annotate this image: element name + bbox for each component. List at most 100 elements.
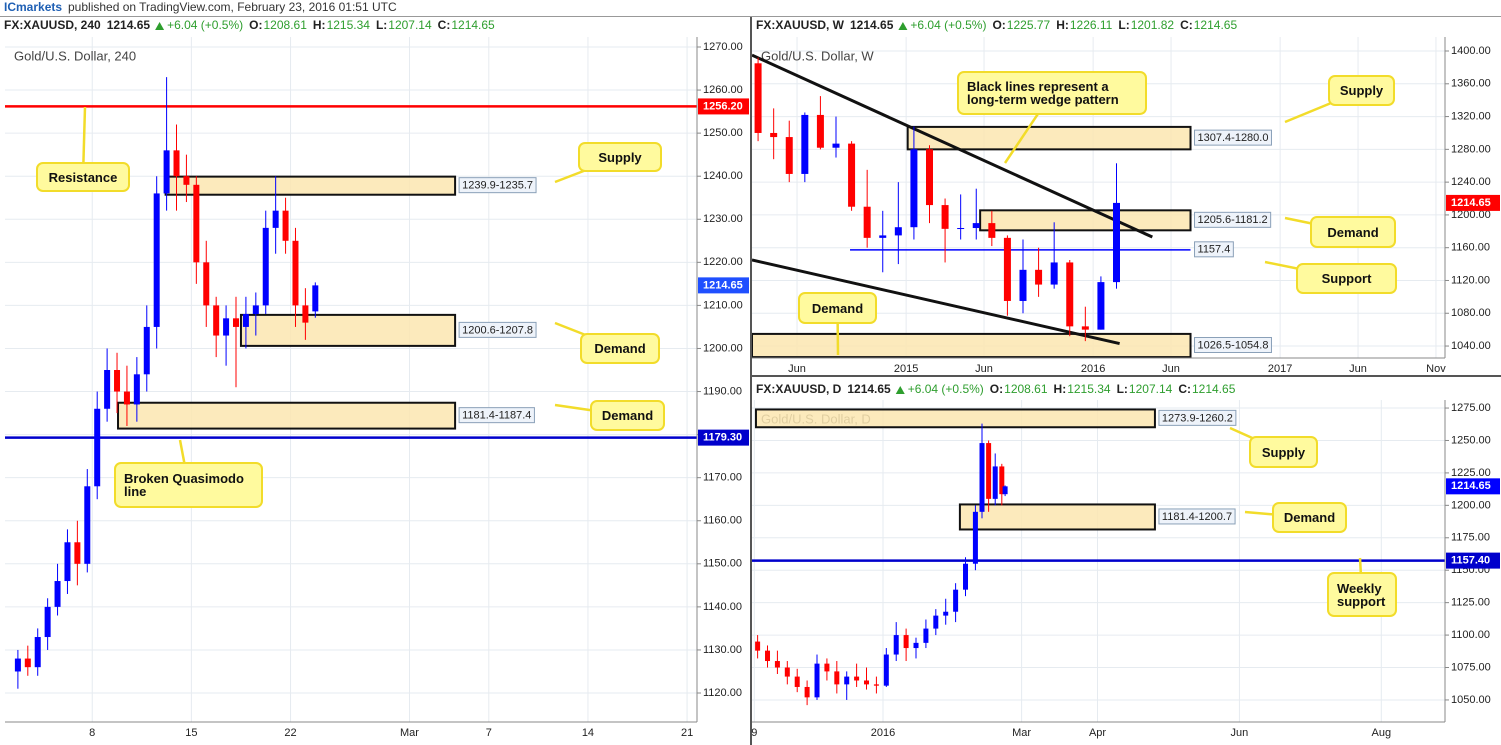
callout: Supply — [1328, 75, 1395, 106]
candle-body — [94, 408, 101, 487]
candle-body — [979, 443, 985, 512]
candle-body — [84, 486, 91, 564]
candle-body — [913, 642, 919, 649]
y-tick-label: 1150.00 — [703, 558, 742, 570]
candle-body — [282, 210, 289, 241]
y-tick-label: 1190.00 — [703, 385, 742, 397]
ohlc-key: L: — [376, 18, 387, 32]
last-price-label: 1214.65 — [1451, 480, 1491, 492]
zone-label-box — [1194, 129, 1272, 146]
candle-body — [988, 223, 996, 238]
y-tick-label: 1100.00 — [1451, 629, 1490, 641]
zone-label: 1307.4-1280.0 — [1198, 132, 1269, 144]
x-tick-label: Jun — [975, 363, 993, 375]
candle-body — [999, 466, 1005, 495]
candle-body — [173, 150, 180, 177]
last-price-box — [1446, 194, 1500, 211]
ohlc-key: C: — [1180, 18, 1193, 32]
axis-level-label: 1179.30 — [703, 432, 742, 444]
x-tick-label: 21 — [681, 727, 693, 739]
y-tick-label: 1200.00 — [703, 342, 743, 354]
callout: Black lines represent a long-term wedge … — [957, 71, 1147, 115]
symbol: FX:XAUUSD, W — [756, 18, 845, 32]
candle-body — [864, 680, 870, 685]
y-tick-label: 1170.00 — [703, 472, 742, 484]
y-tick-label: 1125.00 — [1451, 597, 1490, 609]
callout: Weekly support — [1327, 572, 1397, 617]
y-tick-label: 1210.00 — [703, 299, 743, 311]
ohlc-key: H: — [1054, 382, 1067, 396]
change: +6.04 (+0.5%) — [167, 18, 243, 32]
ohlc-key: O: — [249, 18, 262, 32]
chart-title: Gold/U.S. Dollar, 240 — [14, 48, 136, 63]
last-price-box — [698, 277, 749, 294]
x-tick-label: Jun — [1162, 363, 1180, 375]
candle-body — [804, 686, 810, 698]
y-tick-label: 1140.00 — [703, 601, 742, 613]
y-tick-label: 1360.00 — [1451, 78, 1491, 90]
y-tick-label: 1275.00 — [1451, 402, 1491, 414]
last-price: 1214.65 — [107, 18, 151, 32]
y-tick-label: 1160.00 — [1451, 242, 1490, 254]
axis-level-box — [698, 98, 749, 115]
candle-body — [203, 262, 210, 306]
candle-body — [153, 193, 160, 327]
last-price: 1214.65 — [850, 18, 894, 32]
y-tick-label: 1250.00 — [703, 127, 743, 139]
candle-body — [242, 314, 249, 327]
candle-body — [104, 370, 111, 409]
candle-body — [74, 542, 81, 564]
candle-body — [844, 676, 850, 685]
ohlc-value: 1214.65 — [451, 18, 495, 32]
y-tick-label: 1280.00 — [1451, 143, 1491, 155]
candle-body — [770, 132, 778, 138]
candle-body — [183, 176, 190, 185]
x-tick-label: 22 — [284, 727, 296, 739]
candle-body — [933, 615, 939, 629]
ohlc-value: 1225.77 — [1007, 18, 1051, 32]
ohlc-value: 1208.61 — [1004, 382, 1048, 396]
x-tick-label: Mar — [1012, 727, 1031, 739]
candle-body — [784, 667, 790, 677]
y-tick-label: 1230.00 — [703, 213, 743, 225]
candle-body — [883, 654, 889, 686]
candle-body — [123, 391, 130, 405]
ohlc-value: 1226.11 — [1070, 18, 1113, 32]
candle-body — [193, 184, 200, 263]
x-tick-label: 8 — [89, 727, 95, 739]
candle-body — [894, 227, 902, 236]
publisher[interactable]: ICmarkets — [4, 0, 62, 14]
candle-body — [223, 318, 230, 336]
x-tick-label: 2015 — [894, 363, 918, 375]
candle-body — [1002, 486, 1008, 495]
y-tick-label: 1080.00 — [1451, 307, 1491, 319]
candle-body — [816, 114, 824, 148]
candle-body — [1066, 262, 1074, 327]
candle-body — [64, 542, 71, 582]
y-tick-label: 1120.00 — [1451, 274, 1490, 286]
candle-body — [24, 658, 31, 668]
candle-body — [801, 114, 809, 174]
y-tick-label: 1040.00 — [1451, 340, 1491, 352]
candle-body — [774, 661, 780, 668]
candle-body — [903, 635, 909, 649]
ohlc-key: H: — [1056, 18, 1069, 32]
candle-body — [1019, 269, 1027, 301]
candle-body — [1112, 202, 1120, 283]
candle-body — [972, 223, 980, 229]
candle-body — [133, 374, 140, 405]
y-tick-label: 1175.00 — [1451, 532, 1490, 544]
y-tick-label: 1240.00 — [1451, 176, 1491, 188]
ohlc-value: 1214.65 — [1192, 382, 1236, 396]
candle-body — [14, 658, 21, 672]
candle-body — [1050, 262, 1058, 285]
y-tick-label: 1130.00 — [703, 644, 742, 656]
x-tick-label: 14 — [582, 727, 594, 739]
callout: Supply — [578, 142, 662, 172]
x-tick-label: 9 — [751, 727, 757, 739]
candle-body — [765, 650, 771, 662]
up-arrow — [895, 386, 905, 394]
candle-body — [972, 511, 978, 564]
